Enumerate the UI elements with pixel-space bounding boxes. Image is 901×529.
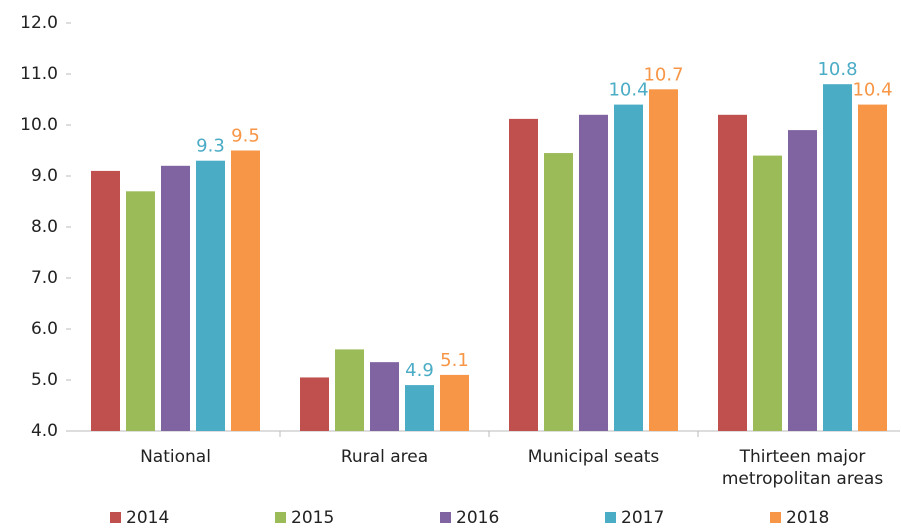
bar	[335, 349, 364, 431]
y-tick-label: 8.0	[31, 217, 58, 237]
value-label: 4.9	[405, 360, 434, 381]
x-tick-label: National	[140, 447, 211, 467]
y-tick-label: 6.0	[31, 319, 58, 339]
legend-swatch	[605, 512, 616, 523]
bar	[788, 130, 817, 431]
bar	[614, 104, 643, 431]
bar	[370, 362, 399, 431]
y-tick-label: 7.0	[31, 268, 58, 288]
legend-swatch	[440, 512, 451, 523]
value-label: 5.1	[440, 350, 469, 371]
bar	[718, 114, 747, 432]
value-label: 10.7	[643, 64, 683, 85]
bar	[161, 165, 190, 432]
value-label: 10.8	[817, 59, 857, 80]
legend-label: 2015	[291, 508, 334, 528]
bar	[126, 191, 155, 431]
bar	[509, 118, 538, 431]
legend-label: 2018	[786, 508, 829, 528]
bar	[300, 377, 329, 431]
y-tick-label: 4.0	[31, 421, 58, 441]
value-label: 10.4	[608, 80, 648, 101]
legend-label: 2014	[126, 508, 169, 528]
y-tick-label: 11.0	[20, 64, 58, 84]
legend-label: 2016	[456, 508, 499, 528]
bar	[544, 153, 573, 432]
value-label: 10.4	[852, 80, 892, 101]
legend-swatch	[770, 512, 781, 523]
bar	[440, 374, 469, 431]
bar	[579, 114, 608, 432]
x-tick-label: Rural area	[340, 447, 429, 467]
y-tick-label: 12.0	[20, 13, 58, 33]
legend-swatch	[275, 512, 286, 523]
y-tick-label: 9.0	[31, 166, 58, 186]
value-label: 9.3	[196, 136, 225, 157]
y-tick-label: 5.0	[31, 370, 58, 390]
bar	[231, 150, 260, 431]
bar	[91, 170, 120, 431]
bar	[823, 84, 852, 431]
y-tick-label: 10.0	[20, 115, 58, 135]
value-label: 9.5	[231, 126, 260, 147]
x-tick-label: Thirteen major metropolitan areas	[721, 447, 884, 489]
bar	[196, 160, 225, 431]
bar	[649, 89, 678, 432]
legend-swatch	[110, 512, 121, 523]
x-tick-label: Municipal seats	[527, 447, 660, 467]
bar	[858, 104, 887, 431]
bar	[405, 385, 434, 431]
bar	[753, 155, 782, 431]
legend-label: 2017	[621, 508, 664, 528]
